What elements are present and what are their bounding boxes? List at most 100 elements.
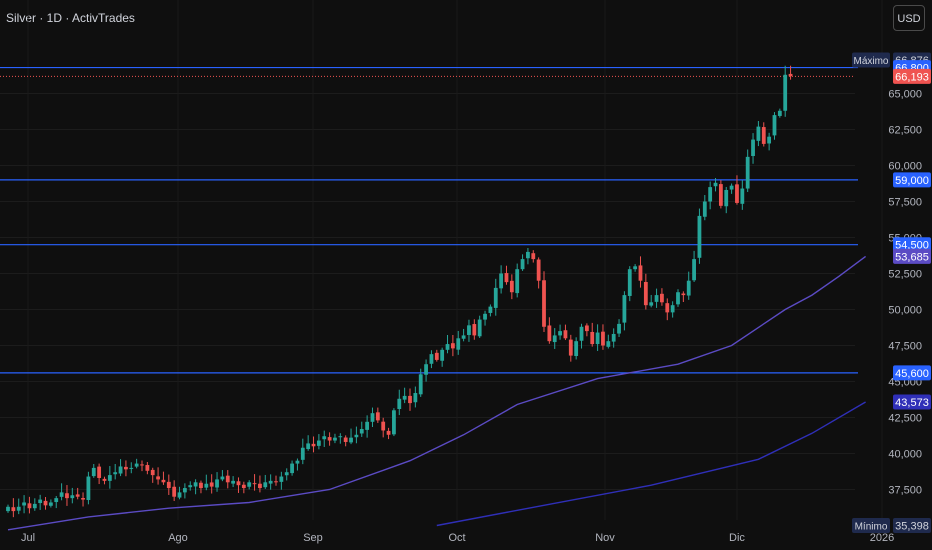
candle-body xyxy=(574,341,579,357)
candle-body xyxy=(392,410,396,435)
y-tick-label: 50,000 xyxy=(888,305,922,317)
candle-body xyxy=(43,500,48,506)
candle-body xyxy=(22,502,26,506)
candle-body xyxy=(536,259,541,281)
candle-body xyxy=(172,486,177,497)
candle-body xyxy=(461,335,466,339)
candle-body xyxy=(402,395,407,400)
candle-body xyxy=(756,126,761,141)
x-tick-label: Ago xyxy=(168,532,188,544)
candle-body xyxy=(745,156,750,189)
y-tick-label: 60,000 xyxy=(888,161,922,173)
candle-body xyxy=(65,493,69,499)
candle-body xyxy=(27,503,32,509)
candle-body xyxy=(670,305,675,313)
price-tag-name: Mínimo xyxy=(855,522,888,533)
x-tick-label: Oct xyxy=(448,532,465,544)
candle-body xyxy=(740,188,745,204)
chart-title: Silver · 1D · ActivTrades xyxy=(6,11,135,25)
candle-body xyxy=(386,430,391,435)
candle-body xyxy=(300,447,305,460)
candle-body xyxy=(231,480,236,484)
candle-body xyxy=(568,339,573,356)
price-tag-label: 35,398 xyxy=(895,521,929,533)
y-tick-label: 37,500 xyxy=(888,485,922,497)
candle-body xyxy=(676,292,680,305)
candle-body xyxy=(649,302,654,306)
candle-body xyxy=(408,395,412,404)
candle-body xyxy=(32,503,37,509)
candle-body xyxy=(515,269,520,294)
candle-body xyxy=(6,506,10,512)
candle-body xyxy=(375,412,380,421)
x-tick-label: 2026 xyxy=(870,532,894,544)
candle-body xyxy=(359,429,364,434)
candle-body xyxy=(499,273,504,289)
price-tag-label: 66,193 xyxy=(895,71,929,83)
candle-body xyxy=(558,331,562,336)
moving-averages xyxy=(7,255,867,531)
candle-body xyxy=(16,506,21,511)
candle-body xyxy=(788,73,793,77)
candle-body xyxy=(467,325,471,335)
candle-body xyxy=(777,110,782,116)
candle-body xyxy=(279,476,284,482)
candle-body xyxy=(445,344,450,350)
candle-body xyxy=(552,335,557,343)
candle-body xyxy=(290,463,294,474)
candle-body xyxy=(81,497,85,500)
candle-body xyxy=(504,273,509,283)
candle-body xyxy=(156,476,160,480)
candle-body xyxy=(306,443,311,450)
candle-body xyxy=(520,259,525,270)
candle-body xyxy=(11,507,16,512)
price-tag-label: 43,573 xyxy=(895,397,929,409)
candle-body xyxy=(724,189,729,207)
candle-body xyxy=(177,492,182,498)
candle-body xyxy=(735,184,739,203)
candle-body xyxy=(199,482,203,489)
candle-body xyxy=(702,201,707,217)
candle-body xyxy=(456,338,461,350)
price-tag xyxy=(893,172,931,188)
candle-body xyxy=(434,352,439,360)
currency-button[interactable]: USD xyxy=(893,5,925,31)
candle-body xyxy=(563,330,568,339)
candle-body xyxy=(365,421,370,430)
price-tag xyxy=(893,365,931,381)
candle-body xyxy=(263,482,268,488)
candle-body xyxy=(622,295,627,323)
candle-body xyxy=(370,413,375,422)
candle-body xyxy=(343,437,348,442)
candle-body xyxy=(354,434,359,438)
candle-body xyxy=(418,374,423,395)
candle-body xyxy=(102,478,107,481)
candle-body xyxy=(767,136,772,144)
candle-body xyxy=(349,437,353,443)
candle-body xyxy=(241,484,246,489)
candle-body xyxy=(483,313,487,320)
candle-body xyxy=(204,483,209,488)
candle-body xyxy=(107,475,112,481)
candle-body xyxy=(215,479,219,488)
candle-body xyxy=(601,331,605,346)
candle-body xyxy=(627,269,632,296)
candle-body xyxy=(718,184,723,206)
candle-body xyxy=(188,485,193,488)
candle-body xyxy=(772,115,777,136)
price-tag xyxy=(893,68,931,84)
candle-body xyxy=(633,266,638,270)
candle-body xyxy=(150,469,155,476)
candle-body xyxy=(654,295,659,302)
candle-body xyxy=(729,185,734,190)
candle-body xyxy=(327,437,332,441)
candle-body xyxy=(761,127,766,144)
price-tag-label: 54,500 xyxy=(895,240,929,252)
candle-body xyxy=(236,481,241,486)
y-tick-label: 42,500 xyxy=(888,413,922,425)
horizontal-levels xyxy=(0,66,858,374)
candle-body xyxy=(590,331,595,345)
price-tag xyxy=(893,518,931,534)
candle-body xyxy=(113,472,118,475)
